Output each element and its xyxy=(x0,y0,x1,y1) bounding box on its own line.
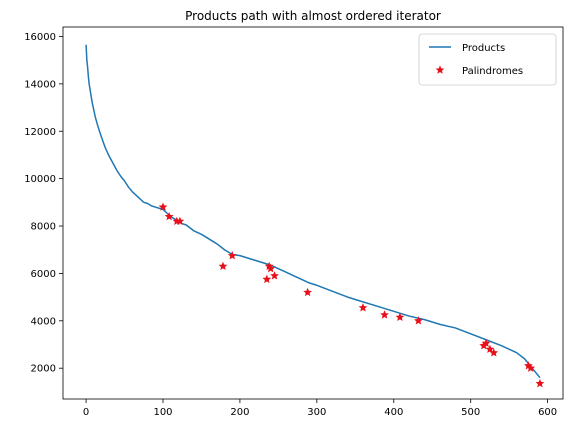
y-tick-label: 2000 xyxy=(31,364,56,375)
palindrome-point xyxy=(489,348,499,357)
y-tick-label: 4000 xyxy=(31,316,56,327)
palindrome-point xyxy=(395,312,405,321)
legend-box xyxy=(418,33,557,86)
series-layer xyxy=(85,44,545,388)
legend-palindromes-marker xyxy=(435,65,445,74)
legend: Products Palindromes xyxy=(418,33,557,86)
palindrome-point xyxy=(479,341,489,350)
palindrome-point xyxy=(485,344,495,353)
palindrome-point xyxy=(535,379,545,388)
y-tick-label: 12000 xyxy=(24,127,56,138)
palindrome-point xyxy=(358,303,368,312)
x-tick-label: 200 xyxy=(230,407,249,418)
y-tick-label: 14000 xyxy=(24,79,56,90)
palindrome-point xyxy=(158,202,168,211)
y-tick-label: 6000 xyxy=(31,269,56,280)
palindrome-point xyxy=(227,251,237,260)
palindrome-point xyxy=(164,211,174,221)
plot-frame xyxy=(62,26,564,400)
chart-title: Products path with almost ordered iterat… xyxy=(185,9,441,23)
x-tick-label: 400 xyxy=(384,407,403,418)
legend-products-label: Products xyxy=(462,43,505,54)
legend-palindromes-label: Palindromes xyxy=(462,66,523,77)
palindrome-point xyxy=(414,316,423,325)
y-tick-label: 10000 xyxy=(24,174,56,185)
palindrome-point xyxy=(270,271,279,280)
palindrome-point xyxy=(526,363,536,372)
palindrome-point xyxy=(218,261,228,271)
y-axis: 2000 4000 6000 8000 10000 12000 14000 16000 xyxy=(24,32,63,375)
x-tick-label: 600 xyxy=(538,407,557,418)
palindrome-point xyxy=(266,264,276,273)
x-tick-label: 100 xyxy=(153,407,172,418)
y-tick-label: 16000 xyxy=(24,32,56,43)
palindrome-point xyxy=(380,310,389,319)
palindrome-point xyxy=(481,338,491,348)
x-tick-label: 500 xyxy=(461,407,480,418)
x-axis: 0 100 200 300 400 500 600 xyxy=(83,399,557,418)
x-tick-label: 0 xyxy=(83,407,89,418)
palindrome-point xyxy=(303,287,312,297)
x-tick-label: 300 xyxy=(307,407,326,418)
palindrome-point xyxy=(262,274,272,284)
products-line xyxy=(85,44,541,379)
y-tick-label: 8000 xyxy=(31,222,56,233)
palindrome-point xyxy=(175,216,185,226)
